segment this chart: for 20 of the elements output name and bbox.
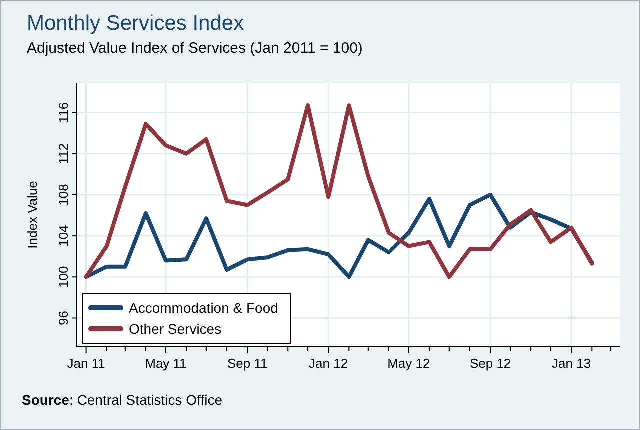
- x-tick-label: May 11: [145, 356, 187, 371]
- x-tick-label: Sep 11: [227, 356, 268, 371]
- x-tick-label: Jan 11: [67, 356, 106, 371]
- x-tick-label: Jan 13: [552, 356, 592, 371]
- y-tick-label: 100: [56, 266, 71, 288]
- line-series: [84, 104, 594, 280]
- x-tick-label: Jan 12: [309, 356, 348, 371]
- x-tick-label: May 12: [388, 356, 430, 371]
- legend-label: Other Services: [129, 321, 222, 337]
- y-tick-label: 112: [56, 144, 71, 164]
- legend-label: Accommodation & Food: [129, 300, 278, 316]
- y-tick-label: 116: [56, 102, 71, 124]
- source-note: Source: Central Statistics Office: [22, 392, 223, 408]
- y-tick-label: 108: [56, 184, 71, 206]
- y-tick-label: 96: [56, 311, 71, 326]
- y-tick-label: 104: [56, 225, 71, 247]
- x-tick-label: Sep 12: [470, 356, 512, 371]
- y-axis-title: Index Value: [25, 181, 40, 249]
- chart-subtitle: Adjusted Value Index of Services (Jan 2011 = 100): [27, 40, 363, 57]
- chart-title: Monthly Services Index: [27, 12, 245, 35]
